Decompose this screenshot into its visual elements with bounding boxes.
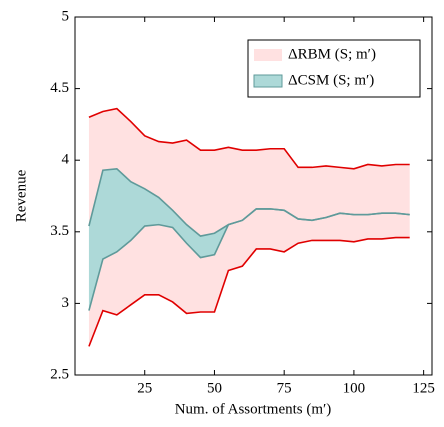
x-tick-label: 125 <box>412 380 435 396</box>
legend-swatch <box>254 49 282 61</box>
legend-swatch <box>253 74 283 88</box>
legend-label: ΔRBM (S; m′) <box>288 46 376 62</box>
band-edge <box>88 107 410 170</box>
x-axis-label: Num. of Assortments (m′) <box>175 401 332 417</box>
legend-label: ΔCSM (S; m′) <box>288 72 374 88</box>
y-tick-label: 4.5 <box>50 80 69 96</box>
plot-frame <box>74 16 433 376</box>
y-tick-label: 3.5 <box>50 223 69 239</box>
x-tick-label: 25 <box>137 380 152 396</box>
x-tick-label: 75 <box>277 380 292 396</box>
y-axis-label: Revenue <box>13 169 29 222</box>
x-tick-label: 50 <box>207 380 222 396</box>
y-tick-label: 3 <box>62 295 70 311</box>
band-edge <box>88 236 410 347</box>
y-tick-label: 2.5 <box>50 366 69 382</box>
y-tick-label: 5 <box>62 8 70 24</box>
band-area <box>88 168 410 311</box>
y-tick-label: 4 <box>62 152 70 168</box>
x-tick-label: 100 <box>343 380 366 396</box>
band-area <box>88 108 410 347</box>
band-edge <box>88 208 410 311</box>
